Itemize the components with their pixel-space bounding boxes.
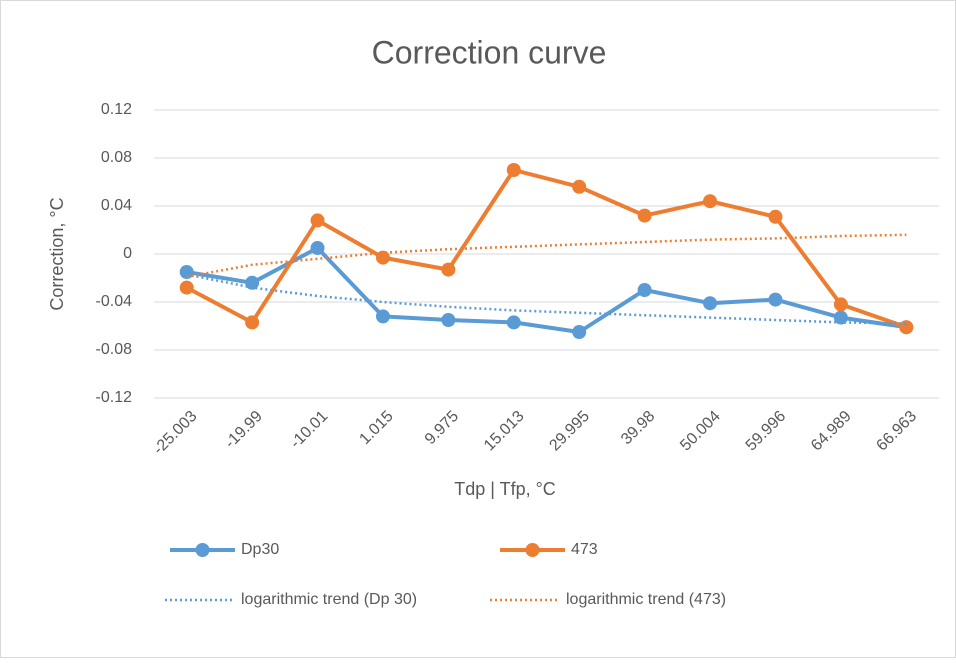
- marker: [179, 280, 194, 295]
- marker: [637, 208, 652, 223]
- marker: [703, 296, 718, 311]
- marker: [310, 213, 325, 228]
- series-line: [186, 246, 907, 334]
- marker: [833, 297, 848, 312]
- series-line: [185, 168, 907, 330]
- y-tick-label: -0.04: [96, 293, 133, 310]
- marker: [506, 315, 521, 330]
- marker: [899, 320, 914, 335]
- marker: [506, 163, 521, 177]
- marker: [310, 241, 325, 255]
- marker: [179, 265, 194, 279]
- marker: [441, 313, 456, 327]
- legend-label: logarithmic trend (473): [566, 591, 726, 608]
- legend-marker: [195, 543, 210, 557]
- marker: [375, 250, 390, 265]
- marker: [637, 283, 652, 297]
- x-axis-label: Tdp | Tfp, °C: [454, 479, 556, 499]
- marker: [375, 309, 390, 324]
- y-tick-label: -0.08: [96, 341, 133, 358]
- marker: [833, 310, 848, 325]
- marker: [441, 262, 456, 277]
- y-tick-label: 0.04: [101, 197, 132, 214]
- y-tick-label: 0: [123, 245, 132, 262]
- y-tick-label: 0.08: [101, 149, 132, 166]
- chart-title: Correction curve: [372, 34, 607, 70]
- y-tick-label: 0.12: [101, 101, 132, 118]
- trend-line: [186, 233, 907, 279]
- y-axis-label: Correction, °C: [47, 197, 67, 310]
- legend-label: Dp30: [241, 541, 279, 558]
- legend-label: logarithmic trend (Dp 30): [241, 591, 417, 608]
- legend-marker: [525, 543, 540, 557]
- marker: [572, 325, 587, 339]
- trend-line: [186, 273, 907, 325]
- legend-label: 473: [571, 541, 598, 558]
- marker: [245, 275, 260, 290]
- marker: [703, 194, 718, 209]
- marker: [768, 209, 783, 224]
- marker: [768, 292, 783, 307]
- y-tick-label: -0.12: [96, 389, 133, 406]
- marker: [245, 315, 260, 330]
- marker: [572, 179, 587, 194]
